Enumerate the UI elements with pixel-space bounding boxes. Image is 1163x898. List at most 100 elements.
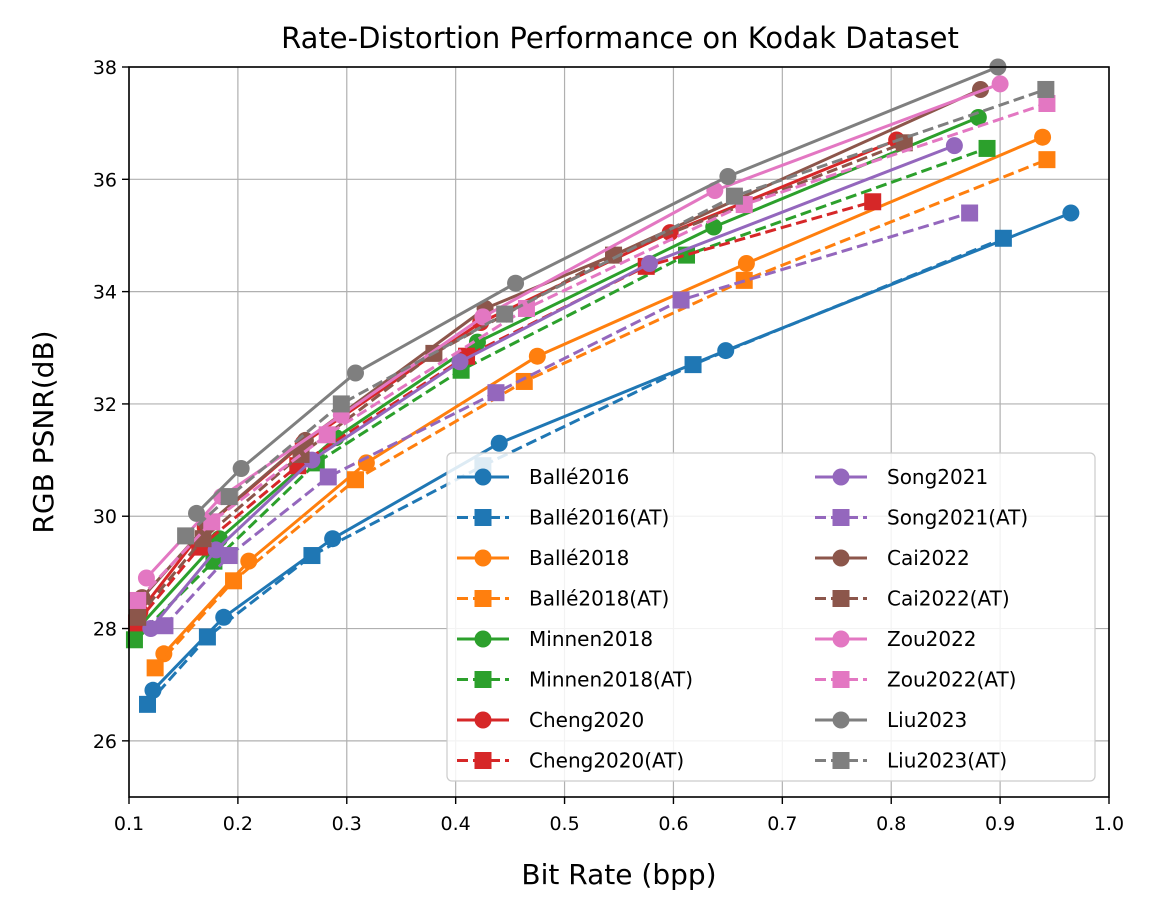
x-tick-label: 0.5 [549,813,579,835]
data-point [332,395,350,413]
legend-label: Ballé2018(AT) [529,587,669,611]
series-line [163,211,971,627]
data-point [139,695,157,713]
data-point [725,187,743,205]
legend-label: Liu2023(AT) [887,749,1007,773]
series-line [135,200,874,624]
data-point [640,255,658,273]
data-point [203,513,221,531]
data-point [474,308,492,326]
data-point [225,572,243,590]
legend-item: Ballé2018(AT) [457,587,669,611]
chart-title: Rate-Distortion Performance on Kodak Dat… [281,21,959,55]
x-tick-label: 0.3 [332,813,362,835]
data-point [220,488,238,506]
x-tick-label: 0.7 [767,813,797,835]
plot-frame [128,66,1110,798]
series-line [195,65,999,515]
data-point [717,342,735,360]
legend-label: Zou2022(AT) [887,668,1016,692]
x-tick-label: 0.1 [114,813,144,835]
data-point [1038,151,1056,169]
data-point [144,681,162,699]
data-point [1037,80,1055,98]
x-axis-label: Bit Rate (bpp) [521,858,716,891]
data-point [346,364,364,382]
legend-label: Liu2023 [887,708,967,732]
x-tick-label: 0.9 [985,813,1015,835]
legend-marker [832,671,850,688]
x-tick-label: 0.2 [223,813,253,835]
data-point [188,504,206,522]
data-point [487,384,505,402]
data-point [156,617,174,635]
data-point [528,347,546,365]
legend-item: Zou2022 [815,627,977,651]
legend-item: Liu2023(AT) [815,749,1007,773]
y-tick-label: 26 [93,731,117,753]
y-tick-label: 38 [93,57,117,79]
legend-label: Song2021(AT) [887,506,1028,530]
data-point [146,659,164,677]
series-liu2023 [188,58,1007,522]
legend-marker [832,590,850,607]
axis-ticks: 0.1 0.2 0.3 0.4 0.5 0.6 0.7 0.8 0.9 1.0 26 28 30 32 34… [93,57,1124,835]
y-tick-label: 28 [93,619,117,641]
legend-marker [474,630,492,648]
legend-marker [832,509,850,526]
x-tick-label: 0.8 [876,813,906,835]
data-point [672,291,690,309]
data-point [451,353,469,371]
data-point [129,591,147,609]
data-point [1062,204,1080,222]
data-point [719,168,737,185]
data-point [684,356,702,374]
y-tick-label: 34 [93,282,117,304]
legend-item: Song2021 [815,465,988,489]
legend-item: Cai2022 [815,546,970,570]
series-line [149,144,955,630]
data-point [198,628,216,646]
legend-marker [474,468,492,486]
data-point [496,305,514,323]
legend-marker [474,752,492,769]
legend-label: Minnen2018(AT) [529,668,693,692]
legend-marker [474,509,492,526]
legend-label: Cai2022 [887,546,970,570]
series-liu2023-at- [177,80,1055,545]
data-point [605,246,623,264]
series-ball-2018-at- [146,151,1056,677]
legend-label: Cheng2020(AT) [529,749,684,773]
series-zou2022 [137,75,1009,587]
data-point [991,75,1009,93]
series-line [133,146,988,641]
data-point [319,468,337,486]
x-tick-label: 0.6 [658,813,688,835]
data-point [207,541,225,559]
legend-marker [474,549,492,567]
legend-label: Cai2022(AT) [887,587,1010,611]
data-point [137,569,155,587]
legend-marker [832,630,850,648]
data-point [978,139,996,157]
legend-label: Cheng2020 [529,708,644,732]
data-point [155,645,173,663]
legend-label: Song2021 [887,465,988,489]
legend-marker [832,752,850,769]
legend-marker [474,671,492,688]
legend-marker [474,711,492,729]
legend-item: Ballé2016(AT) [457,506,669,530]
legend-label: Minnen2018 [529,627,653,651]
data-point [507,274,525,292]
y-tick-label: 36 [93,169,117,191]
data-point [517,299,535,317]
legend: Ballé2016 Ballé2016(AT) Ballé2018 Ballé2018… [446,452,1096,782]
legend-marker [832,549,850,567]
data-point [240,552,258,570]
legend-item: Minnen2018(AT) [457,668,693,692]
series-line [145,82,1001,580]
series-song2021 [142,137,963,638]
legend-item: Song2021(AT) [815,506,1028,530]
data-point [737,255,755,273]
series-line [136,102,1048,602]
